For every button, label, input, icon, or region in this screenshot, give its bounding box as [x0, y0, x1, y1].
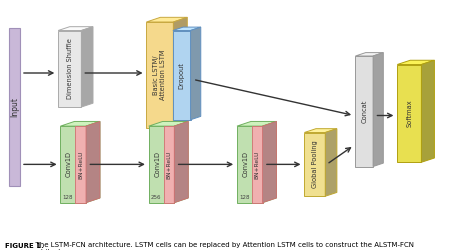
Polygon shape — [61, 126, 86, 202]
Polygon shape — [9, 28, 19, 186]
Polygon shape — [82, 27, 93, 107]
Polygon shape — [237, 126, 263, 202]
Text: Concat: Concat — [361, 100, 367, 123]
Text: 128: 128 — [239, 195, 249, 200]
Polygon shape — [149, 122, 188, 126]
Polygon shape — [373, 52, 383, 166]
Text: BN+ReLU: BN+ReLU — [255, 150, 260, 178]
Text: 256: 256 — [151, 195, 161, 200]
Polygon shape — [173, 17, 187, 128]
Polygon shape — [263, 122, 276, 202]
Polygon shape — [397, 64, 421, 162]
Polygon shape — [325, 129, 337, 196]
Text: Input: Input — [10, 97, 19, 117]
Text: Dropout: Dropout — [179, 62, 185, 88]
Polygon shape — [191, 27, 201, 120]
Polygon shape — [237, 122, 276, 126]
Text: BN+ReLU: BN+ReLU — [166, 150, 172, 178]
Polygon shape — [173, 27, 201, 30]
Text: Conv1D: Conv1D — [66, 151, 72, 178]
Polygon shape — [146, 17, 187, 22]
Text: Softmax: Softmax — [406, 100, 412, 127]
Text: Basic LSTM/
Attention LSTM: Basic LSTM/ Attention LSTM — [154, 50, 166, 100]
Polygon shape — [86, 122, 100, 202]
Polygon shape — [356, 52, 383, 56]
Polygon shape — [174, 122, 188, 202]
Polygon shape — [86, 122, 100, 202]
Polygon shape — [58, 27, 93, 30]
Text: Global Pooling: Global Pooling — [312, 140, 318, 188]
Polygon shape — [164, 126, 174, 202]
Text: BN+ReLU: BN+ReLU — [78, 150, 83, 178]
Polygon shape — [61, 122, 100, 126]
Polygon shape — [252, 126, 263, 202]
Polygon shape — [304, 129, 337, 132]
Polygon shape — [421, 60, 434, 162]
Polygon shape — [149, 126, 174, 202]
Text: Dimension Shuffle: Dimension Shuffle — [67, 38, 73, 99]
Text: Conv1D: Conv1D — [154, 151, 160, 178]
Polygon shape — [304, 132, 325, 196]
Polygon shape — [174, 122, 188, 202]
Polygon shape — [173, 30, 191, 120]
Text: The LSTM-FCN architecture. LSTM cells can be replaced by Attention LSTM cells to: The LSTM-FCN architecture. LSTM cells ca… — [31, 242, 414, 250]
Text: 128: 128 — [63, 195, 73, 200]
Polygon shape — [263, 122, 276, 202]
Polygon shape — [397, 60, 434, 64]
Polygon shape — [146, 22, 173, 128]
Polygon shape — [58, 30, 82, 107]
Text: Conv1D: Conv1D — [242, 151, 248, 178]
Text: FIGURE 1.: FIGURE 1. — [5, 242, 44, 248]
Polygon shape — [75, 126, 86, 202]
Polygon shape — [356, 56, 373, 166]
